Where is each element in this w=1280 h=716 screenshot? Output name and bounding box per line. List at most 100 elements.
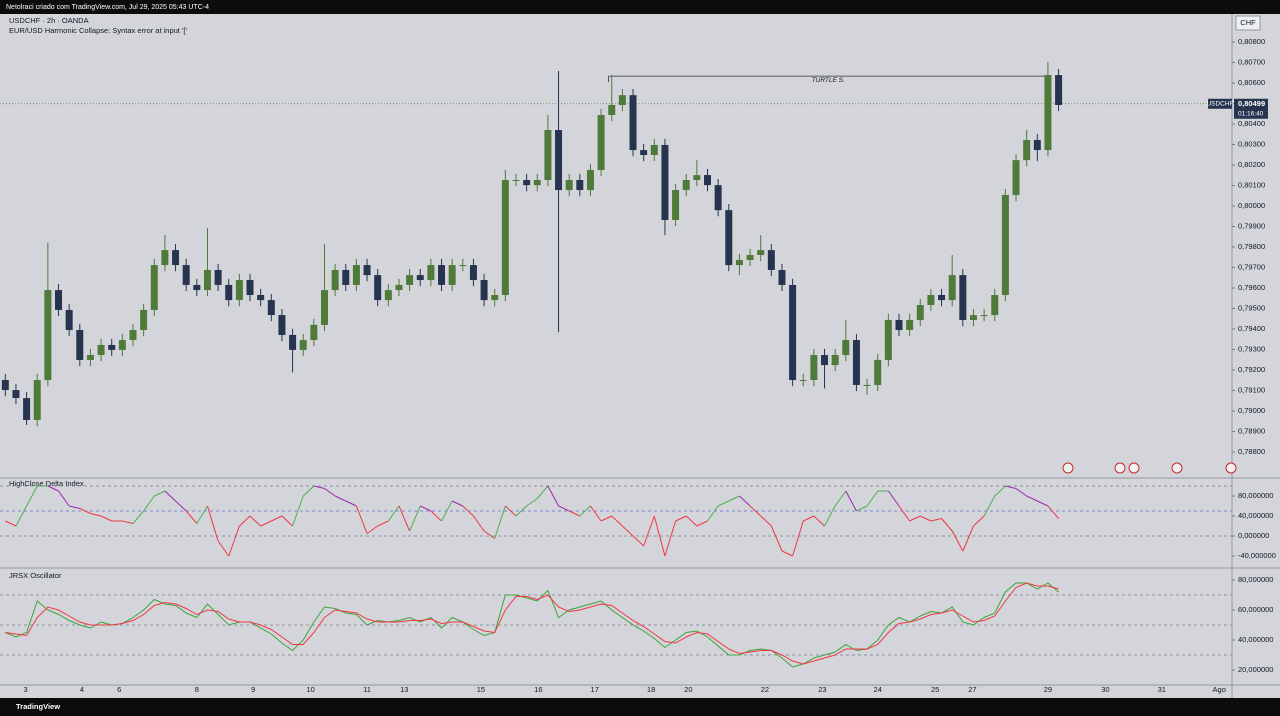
candle-body xyxy=(1033,140,1041,151)
indicator-segment xyxy=(505,505,517,517)
indicator-segment xyxy=(473,515,485,532)
candle-body xyxy=(533,180,541,186)
indicator-segment xyxy=(643,515,655,547)
top-bar xyxy=(0,0,1280,14)
candle-body xyxy=(108,344,116,350)
y-tick-label: 0,80700 xyxy=(1238,58,1265,67)
indicator-segment xyxy=(590,505,602,522)
indicator-segment xyxy=(483,530,496,539)
candle-body xyxy=(33,380,41,420)
candle-body xyxy=(1055,75,1063,105)
candle-body xyxy=(480,280,488,301)
indicator-segment xyxy=(281,515,293,527)
indicator-segment xyxy=(792,520,804,557)
indicator-segment xyxy=(420,505,432,512)
indicator-segment xyxy=(15,505,28,527)
x-tick-label: 16 xyxy=(534,685,542,694)
candle-body xyxy=(512,180,520,182)
currency: CHF xyxy=(1240,18,1256,27)
indicator-segment xyxy=(707,505,719,522)
x-tick-label: 18 xyxy=(647,685,655,694)
indicator-segment xyxy=(366,525,378,534)
x-tick-label: 29 xyxy=(1044,685,1052,694)
chart-subtitle: EUR/USD Harmonic Collapse: Syntax error … xyxy=(9,26,187,35)
indicator-segment xyxy=(653,515,666,557)
candle-body xyxy=(608,104,616,116)
event-icon[interactable] xyxy=(1225,462,1237,474)
indicator-segment xyxy=(122,520,134,524)
x-tick-label: 31 xyxy=(1158,685,1166,694)
indicator-segment xyxy=(398,505,411,532)
last-price-label: 0,80499 xyxy=(1238,99,1265,108)
x-tick-label: 22 xyxy=(761,685,769,694)
candle-body xyxy=(863,384,871,386)
x-tick-label: 4 xyxy=(80,685,84,694)
candle-body xyxy=(544,130,552,181)
indicator-segment xyxy=(962,525,974,552)
indicator-segment xyxy=(558,505,570,512)
candle-body xyxy=(129,330,137,341)
candle-body xyxy=(969,315,977,320)
event-icon[interactable] xyxy=(1128,462,1140,474)
indicator-segment xyxy=(568,510,581,517)
candle-body xyxy=(235,280,243,301)
candle-body xyxy=(23,398,31,420)
candle-body xyxy=(672,190,680,220)
x-tick-label: 25 xyxy=(931,685,939,694)
candle-body xyxy=(523,180,531,186)
indicator-segment xyxy=(824,505,836,527)
candle-body xyxy=(852,340,860,385)
currency-box[interactable] xyxy=(1235,15,1261,31)
y-tick-label: 0,79300 xyxy=(1238,344,1265,353)
indicator-segment xyxy=(409,505,421,532)
candle-body xyxy=(438,265,446,285)
candle-body xyxy=(416,275,424,281)
indicator-segment xyxy=(1015,488,1027,497)
candle-body xyxy=(86,355,94,360)
indicator-segment xyxy=(547,485,559,507)
y-tick-label: 0,80800 xyxy=(1238,37,1265,46)
indicator-segment xyxy=(622,525,634,537)
indicator-segment xyxy=(451,500,464,507)
indicator-segment xyxy=(664,520,677,557)
indicator-segment xyxy=(462,505,474,517)
y-tick-label: 0,79200 xyxy=(1238,365,1265,374)
candle-body xyxy=(374,275,382,301)
indicator-segment xyxy=(951,530,964,552)
indicator-segment xyxy=(909,515,921,522)
event-icon[interactable] xyxy=(1062,462,1074,474)
candle-body xyxy=(746,255,754,260)
indicator-line xyxy=(5,582,1059,665)
candle-body xyxy=(406,275,414,285)
candle-body xyxy=(257,294,265,301)
candle-body xyxy=(363,265,371,276)
indicator-segment xyxy=(185,510,198,524)
x-tick-label: 20 xyxy=(684,685,692,694)
event-icon[interactable] xyxy=(1171,462,1183,474)
event-icons xyxy=(1062,462,1237,474)
candle-body xyxy=(789,284,797,381)
indicator-segment xyxy=(217,540,230,557)
y-tick-label: 80,000000 xyxy=(1238,575,1273,584)
bottom-bar xyxy=(0,698,1280,716)
candle-body xyxy=(76,330,84,360)
candle-body xyxy=(735,259,743,266)
event-icon[interactable] xyxy=(1114,462,1126,474)
candle-body xyxy=(289,334,297,350)
indicator-segment xyxy=(675,515,687,522)
y-tick-label: 0,79600 xyxy=(1238,283,1265,292)
y-tick-label: 60,000000 xyxy=(1238,605,1273,614)
y-tick-label: 20,000000 xyxy=(1238,665,1273,674)
candle-body xyxy=(714,185,722,211)
indicator-segment xyxy=(239,515,251,527)
candle-body xyxy=(182,265,190,285)
x-tick-label: 9 xyxy=(251,685,255,694)
indicator-segment xyxy=(920,515,932,522)
candle-body xyxy=(267,300,275,316)
y-tick-label: 0,79900 xyxy=(1238,222,1265,231)
candle-body xyxy=(118,340,126,350)
x-tick-label: 11 xyxy=(363,685,371,694)
x-tick-label: 15 xyxy=(477,685,485,694)
candle-body xyxy=(97,344,105,356)
